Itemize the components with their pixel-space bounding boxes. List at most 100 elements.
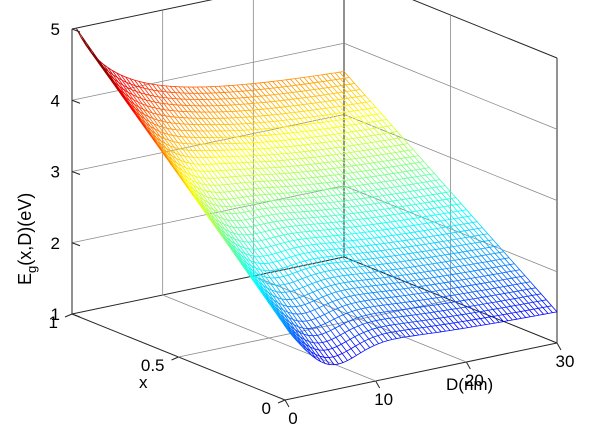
- mesh-line-d: [341, 350, 347, 354]
- mesh-line-x: [175, 92, 182, 100]
- mesh-line-x: [477, 262, 484, 270]
- mesh-line-d: [396, 192, 401, 195]
- mesh-line-x: [449, 253, 456, 261]
- mesh-line-x: [315, 273, 322, 281]
- mesh-line-d: [485, 323, 491, 326]
- mesh-line-x: [267, 148, 274, 155]
- mesh-line-x: [213, 177, 220, 186]
- mesh-line-d: [301, 312, 306, 315]
- mesh-line-x: [310, 351, 317, 360]
- mesh-line-d: [347, 131, 352, 133]
- mesh-line-x: [266, 108, 273, 116]
- mesh-line-x: [225, 169, 232, 178]
- mesh-line-d: [519, 303, 525, 306]
- mesh-line-d: [543, 313, 549, 315]
- mesh-line-d: [387, 339, 393, 342]
- mesh-line-d: [373, 161, 379, 164]
- mesh-line-x: [179, 154, 186, 163]
- mesh-line-x: [401, 233, 407, 241]
- mesh-line-d: [312, 142, 318, 145]
- mesh-line-x: [225, 105, 232, 112]
- mesh-line-d: [333, 167, 339, 169]
- mesh-line-x: [360, 308, 367, 316]
- mesh-line-d: [471, 284, 477, 286]
- mesh-line-x: [248, 211, 255, 219]
- mesh-line-x: [247, 241, 254, 250]
- mesh-line-x: [152, 83, 158, 92]
- mesh-line-x: [356, 239, 363, 247]
- mesh-line-d: [426, 215, 431, 217]
- mesh-line-d: [421, 319, 427, 322]
- mesh-line-d: [257, 201, 262, 203]
- mesh-line-x: [324, 271, 331, 279]
- mesh-line-d: [423, 298, 428, 301]
- mesh-line-x: [156, 137, 163, 146]
- mesh-line-x: [294, 247, 300, 255]
- mesh-line-x: [275, 284, 282, 293]
- mesh-line-d: [261, 200, 267, 203]
- mesh-line-d: [382, 263, 388, 265]
- mesh-line-d: [392, 268, 397, 271]
- mesh-line-d: [541, 299, 547, 302]
- mesh-line-x: [305, 164, 312, 172]
- mesh-line-x: [215, 222, 222, 231]
- mesh-line-x: [271, 254, 278, 262]
- mesh-line-x: [294, 78, 301, 85]
- mesh-line-x: [101, 67, 108, 76]
- mesh-line-x: [229, 98, 236, 106]
- mesh-line-x: [337, 160, 344, 168]
- mesh-line-x: [361, 279, 368, 287]
- mesh-line-x: [471, 250, 478, 257]
- mesh-line-d: [153, 95, 159, 98]
- mesh-line-x: [158, 125, 165, 134]
- mesh-line-x: [319, 356, 326, 364]
- mesh-line-x: [404, 157, 411, 165]
- mesh-line-d: [368, 336, 374, 340]
- mesh-line-x: [166, 121, 173, 130]
- mesh-line-d: [380, 181, 386, 183]
- mesh-line-d: [354, 225, 360, 228]
- mesh-line-x: [241, 123, 248, 131]
- mesh-line-x: [246, 123, 253, 131]
- mesh-line-d: [353, 287, 359, 289]
- mesh-line-x: [294, 178, 301, 186]
- mesh-line-x: [317, 216, 324, 224]
- mesh-line-x: [394, 179, 401, 187]
- mesh-line-x: [359, 89, 366, 96]
- mesh-line-d: [295, 305, 301, 308]
- mesh-line-x: [206, 157, 213, 165]
- mesh-line-x: [220, 229, 227, 238]
- mesh-line-x: [303, 253, 310, 261]
- mesh-line-d: [380, 283, 386, 286]
- mesh-line-x: [371, 183, 378, 190]
- mesh-line-d: [267, 253, 273, 256]
- mesh-line-d: [383, 304, 388, 306]
- mesh-line-x: [221, 212, 228, 221]
- mesh-line-x: [406, 308, 413, 316]
- mesh-line-d: [515, 269, 520, 271]
- mesh-line-x: [289, 321, 296, 330]
- mesh-line-d: [297, 97, 303, 99]
- mesh-line-d: [439, 213, 445, 215]
- mesh-line-d: [268, 262, 274, 264]
- mesh-line-d: [510, 270, 516, 272]
- mesh-line-d: [156, 113, 162, 116]
- mesh-line-x: [532, 302, 539, 309]
- mesh-line-d: [299, 295, 305, 298]
- mesh-line-d: [424, 167, 430, 169]
- mesh-line-x: [159, 102, 166, 110]
- mesh-line-x: [332, 93, 339, 100]
- mesh-line-x: [343, 282, 350, 290]
- mesh-line-x: [441, 268, 448, 276]
- mesh-line-d: [466, 312, 471, 315]
- mesh-line-x: [341, 92, 348, 99]
- mesh-line-d: [442, 268, 447, 270]
- mesh-line-d: [373, 120, 378, 123]
- mesh-line-d: [453, 321, 459, 324]
- mesh-line-d: [157, 119, 163, 122]
- mesh-line-d: [449, 218, 455, 220]
- mesh-line-x: [244, 253, 251, 262]
- mesh-line-x: [417, 217, 424, 225]
- mesh-line-x: [514, 270, 521, 277]
- mesh-line-x: [123, 89, 130, 98]
